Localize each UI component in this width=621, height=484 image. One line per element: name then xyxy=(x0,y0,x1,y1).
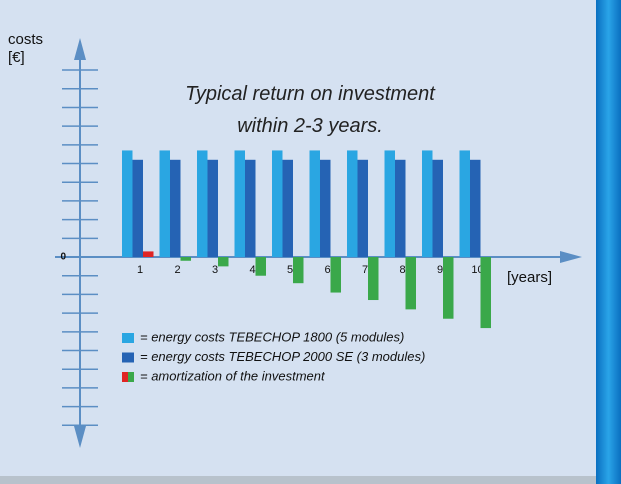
x-tick-label: 4 xyxy=(249,264,255,276)
x-tick-label: 6 xyxy=(324,264,330,276)
bar xyxy=(443,257,454,319)
bar xyxy=(405,257,416,310)
legend-swatch xyxy=(128,372,134,382)
x-tick-label: 7 xyxy=(362,264,368,276)
x-arrow xyxy=(560,251,582,263)
bar xyxy=(470,159,481,258)
bar xyxy=(207,159,218,258)
legend-swatch xyxy=(122,333,128,343)
legend-label: = energy costs TEBECHOP 1800 (5 modules) xyxy=(140,329,404,344)
bar xyxy=(309,150,320,258)
x-tick-label: 8 xyxy=(399,264,405,276)
bar xyxy=(368,257,379,301)
bar xyxy=(180,257,191,261)
chart-title: Typical return on investment within 2-3 … xyxy=(185,83,435,137)
bar xyxy=(272,150,283,258)
legend-swatch xyxy=(128,352,134,363)
bar xyxy=(159,150,170,258)
legend-swatch xyxy=(122,372,128,382)
y-arrow-up xyxy=(74,38,86,60)
bar xyxy=(197,150,208,258)
bar xyxy=(143,251,154,258)
bar xyxy=(255,257,266,276)
bar xyxy=(432,159,443,258)
legend-swatch xyxy=(122,352,128,363)
x-tick-label: 2 xyxy=(174,264,180,276)
bar xyxy=(132,159,143,258)
x-axis-label: [years] xyxy=(507,269,553,286)
x-tick-label: 9 xyxy=(437,264,443,276)
x-tick-label: 5 xyxy=(287,264,293,276)
bar xyxy=(480,257,491,329)
bar xyxy=(320,159,331,258)
side-strip xyxy=(596,0,621,484)
legend-swatch xyxy=(128,333,134,343)
bar xyxy=(245,159,256,258)
y-axis-label: costs [€] xyxy=(8,31,44,66)
bar xyxy=(347,150,358,258)
bar xyxy=(384,150,395,258)
x-tick-label: 3 xyxy=(212,264,218,276)
bar xyxy=(170,159,181,258)
bar xyxy=(357,159,368,258)
bar xyxy=(459,150,470,258)
bar xyxy=(330,257,341,293)
bar xyxy=(282,159,293,258)
bottom-strip xyxy=(0,476,596,484)
bar xyxy=(395,159,406,258)
bar xyxy=(234,150,245,258)
bar xyxy=(122,150,133,258)
bar xyxy=(293,257,304,284)
y-tick-label: 0 xyxy=(60,252,66,263)
legend-label: = amortization of the investment xyxy=(140,368,326,383)
bar xyxy=(422,150,433,258)
y-arrow-down xyxy=(74,426,86,448)
bar xyxy=(218,257,229,267)
x-tick-label: 1 xyxy=(137,264,143,276)
legend-label: = energy costs TEBECHOP 2000 SE (3 modul… xyxy=(140,349,425,364)
